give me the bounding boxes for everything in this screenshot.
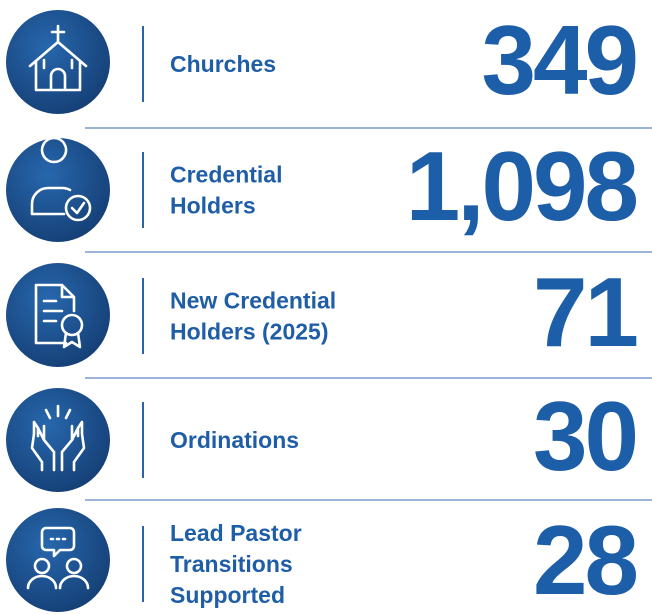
stat-value: 28	[533, 505, 637, 614]
stat-value: 30	[533, 381, 636, 491]
stat-label: Lead Pastor	[170, 520, 302, 546]
stat-label: Holders (2025)	[170, 319, 329, 345]
certificate-icon	[6, 263, 110, 367]
stat-label: Credential	[170, 162, 282, 188]
stat-value: 1,098	[406, 131, 637, 241]
church-icon	[6, 10, 110, 114]
stat-label: Holders	[170, 193, 256, 219]
icons	[6, 10, 110, 612]
stat-label: New Credential	[170, 288, 336, 314]
people-icon	[6, 508, 110, 612]
stat-label: Churches	[170, 51, 276, 77]
stat-label: Ordinations	[170, 427, 299, 453]
hands-icon	[6, 388, 110, 492]
stat-label: Supported	[170, 582, 285, 608]
separators	[85, 127, 652, 501]
stat-value: 71	[533, 257, 637, 367]
stat-label: Transitions	[170, 551, 293, 577]
credential-icon	[6, 136, 110, 242]
stat-value: 349	[481, 5, 636, 115]
